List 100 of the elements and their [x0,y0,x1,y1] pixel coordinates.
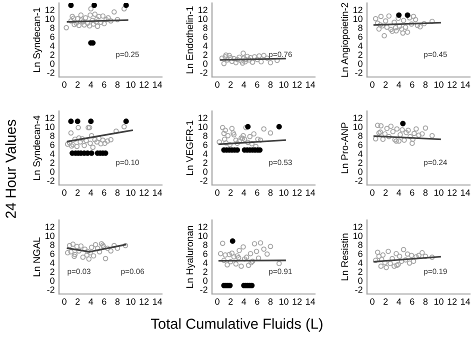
x-tick-label: 10 [279,298,288,305]
x-tick-label: 2 [384,189,388,196]
y-tick-label: -2 [355,177,362,184]
x-tick-label: 10 [434,81,444,88]
y-tick-label: 4 [203,42,208,49]
x-tick-label: 0 [62,81,66,88]
x-tick-label: 4 [88,190,94,196]
y-tick-label: 8 [358,242,362,248]
x-tick-label: 12 [292,298,302,305]
x-tick-label: 8 [268,189,273,196]
x-tick-label: 4 [242,190,246,196]
x-tick-label: 8 [423,189,428,196]
y-axis-title: Ln NGAL [33,237,40,276]
y-tick-label: 6 [50,250,54,257]
x-tick-label: 2 [76,81,80,88]
y-axis-title: Ln Angiopoietin-2 [340,2,350,77]
y-tick-label: 12 [198,114,208,121]
x-tick-label: 12 [448,298,457,305]
text: Total Cumulative Fluids (L) [151,318,322,332]
y-axis-title: Ln VEGFR-1 [186,120,194,176]
x-tick-label: 10 [434,298,444,305]
y-tick-label: 4 [358,42,363,49]
x-tick-label: 14 [461,298,470,305]
y-tick-label: 8 [50,242,54,248]
x-tick-label: 14 [461,82,470,88]
y-axis-title: Ln Pro-ANP [341,122,348,174]
y-tick-label: 0 [50,60,54,67]
y-tick-label: 2 [358,268,362,275]
x-tick-label: 12 [140,189,149,196]
x-tick-label: 14 [461,190,470,196]
x-tick-label: 8 [115,81,120,88]
y-tick-label: 2 [50,52,54,58]
x-tick-label: 4 [396,82,402,88]
x-tick-label: 14 [153,298,162,305]
y-tick-label: -2 [200,177,208,184]
y-tick-label: 8 [203,24,208,32]
y-tick-label: 2 [50,268,54,275]
y-tick-label: 8 [358,24,362,32]
y-tick-label: 10 [198,232,208,240]
x-tick-label: 6 [255,81,260,88]
y-tick-label: 8 [358,132,362,140]
x-tick-label: 10 [279,189,288,196]
y-tick-label: 12 [353,6,362,13]
x-tick-label: 2 [76,189,80,196]
y-tick-label: 6 [203,34,208,40]
x-tick-label: 14 [153,190,162,196]
x-tick-label: 6 [410,189,414,196]
y-tick-label: 8 [203,242,208,248]
y-tick-label: 10 [198,16,208,22]
y-tick-label: -2 [200,286,208,293]
x-tick-label: 0 [370,81,374,88]
y-tick-label: 12 [45,224,54,230]
y-tick-label: 10 [353,16,362,22]
y-tick-label: 4 [358,260,363,266]
x-tick-label: 2 [76,298,80,305]
y-tick-label: 6 [358,34,362,40]
y-tick-label: 10 [45,232,54,240]
x-tick-label: 6 [410,81,414,88]
y-tick-label: 2 [203,268,208,275]
y-tick-label: 12 [198,224,208,230]
x-tick-label: 8 [268,81,273,88]
x-tick-label: 0 [215,189,220,196]
x-tick-label: 8 [423,81,428,88]
x-tick-label: 14 [153,82,162,88]
y-tick-label: 12 [198,6,208,13]
x-tick-label: 10 [126,81,136,88]
y-tick-label: 8 [203,132,208,140]
x-tick-label: 12 [292,189,302,196]
y-tick-label: 6 [203,250,208,257]
y-tick-label: 4 [358,150,363,157]
y-axis-title: Ln Hyaluronan [186,226,196,288]
y-tick-label: 2 [203,160,208,166]
y-tick-label: 10 [353,232,362,240]
x-tick-label: 12 [448,81,457,88]
y-tick-label: -2 [47,286,54,293]
y-tick-label: 12 [353,114,362,121]
y-tick-label: 0 [203,60,208,67]
y-tick-label: 4 [203,260,208,266]
x-tick-label: 0 [370,189,374,196]
y-tick-label: -2 [355,286,362,293]
x-tick-label: 2 [228,81,233,88]
y-tick-label: 2 [358,52,362,58]
x-tick-label: 0 [215,81,220,88]
text: 24 Hour Values [5,120,16,218]
x-tick-label: 12 [140,81,149,88]
y-axis-title: Ln Syndecan-1 [32,8,42,72]
y-axis-title: Ln Resistin [340,234,348,280]
x-tick-label: 6 [102,81,106,88]
y-tick-label: 6 [358,250,362,257]
x-tick-label: 8 [115,189,120,196]
y-tick-label: 4 [203,150,208,157]
x-tick-label: 10 [126,189,136,196]
y-tick-label: 8 [50,24,54,32]
y-tick-label: -2 [355,69,362,76]
y-tick-label: 4 [50,42,55,49]
y-tick-label: 2 [203,52,208,58]
x-tick-label: 6 [410,298,414,305]
x-tick-label: 0 [215,298,220,305]
x-tick-label: 2 [228,189,233,196]
y-tick-label: 10 [198,124,208,130]
